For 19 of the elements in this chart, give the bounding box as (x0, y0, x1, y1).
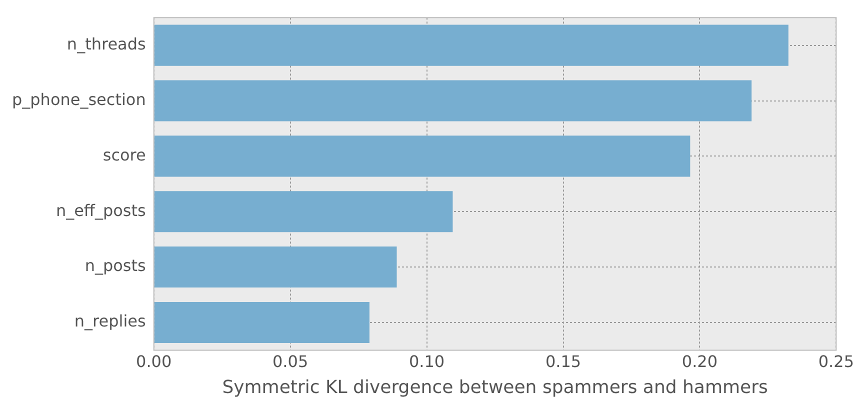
y-tick-label: n_eff_posts (56, 200, 146, 220)
x-tick-label: 0.00 (136, 352, 172, 371)
y-tick-label: n_posts (84, 256, 146, 276)
bar (154, 191, 453, 232)
bar (154, 136, 690, 177)
x-tick-label: 0.25 (818, 352, 854, 371)
bar (154, 302, 370, 343)
x-tick-label: 0.15 (545, 352, 582, 371)
x-tick-label: 0.05 (272, 352, 308, 371)
bar (154, 246, 397, 288)
y-tick-label: score (102, 145, 146, 164)
x-tick-label: 0.20 (682, 352, 718, 371)
x-tick-label: 0.10 (408, 352, 445, 371)
y-tick-label: n_threads (66, 34, 146, 54)
bar (154, 24, 788, 66)
y-tick-label: p_phone_section (12, 90, 146, 109)
bar (154, 80, 752, 122)
y-tick-label: n_replies (74, 312, 146, 331)
x-axis-title: Symmetric KL divergence between spammers and hammers (222, 376, 768, 398)
